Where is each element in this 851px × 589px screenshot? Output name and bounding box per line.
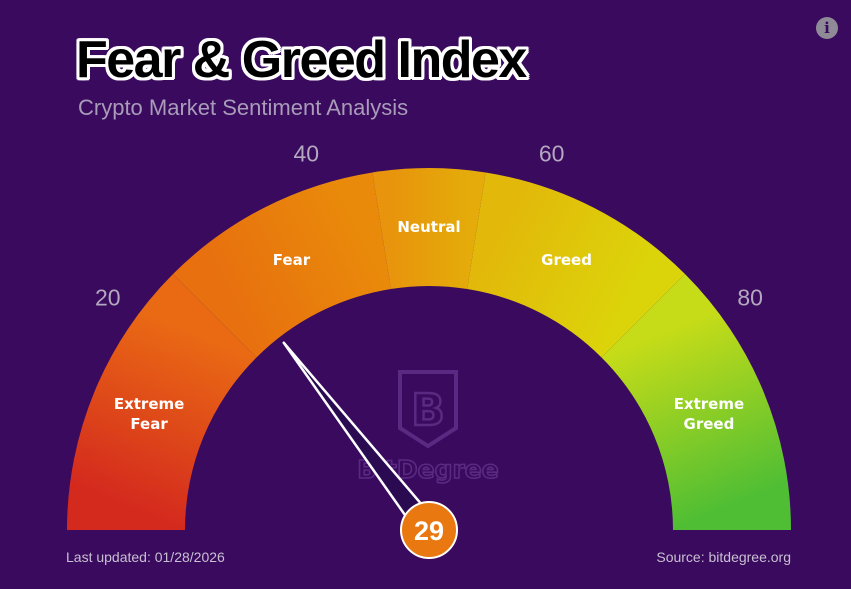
zone-label-line: Extreme <box>114 395 184 413</box>
zone-label-line: Neutral <box>397 218 460 236</box>
value-text: 29 <box>414 516 444 546</box>
zone-label-extreme-greed: Extreme Greed <box>674 395 744 433</box>
watermark-glyph: B <box>411 385 445 436</box>
zone-label-neutral: Neutral <box>397 218 460 236</box>
zone-fear <box>173 172 391 358</box>
tick-label-60: 60 <box>539 140 565 166</box>
zone-label-extreme-fear: Extreme Fear <box>114 395 184 433</box>
tick-label-40: 40 <box>294 140 320 166</box>
zone-greed <box>467 172 685 358</box>
zone-label-line: Fear <box>130 415 168 433</box>
source-text: Source: bitdegree.org <box>656 549 791 565</box>
tick-label-80: 80 <box>737 285 763 311</box>
zone-label-line: Extreme <box>674 395 744 413</box>
info-icon[interactable]: i <box>816 17 838 39</box>
zone-label-line: Greed <box>684 415 735 433</box>
value-badge <box>400 501 458 559</box>
zone-neutral <box>372 168 486 290</box>
zone-label-fear: Fear <box>273 251 311 269</box>
tick-label-20: 20 <box>95 285 121 311</box>
zone-label-line: Greed <box>541 251 592 269</box>
page-title: Fear & Greed Index <box>76 31 527 89</box>
watermark-shield <box>398 370 458 449</box>
page-subtitle: Crypto Market Sentiment Analysis <box>78 95 409 120</box>
zone-extreme-fear <box>67 274 257 530</box>
zone-label-greed: Greed <box>541 251 592 269</box>
zone-extreme-greed <box>601 274 791 530</box>
zone-label-line: Fear <box>273 251 311 269</box>
last-updated-text: Last updated: 01/28/2026 <box>66 549 225 565</box>
